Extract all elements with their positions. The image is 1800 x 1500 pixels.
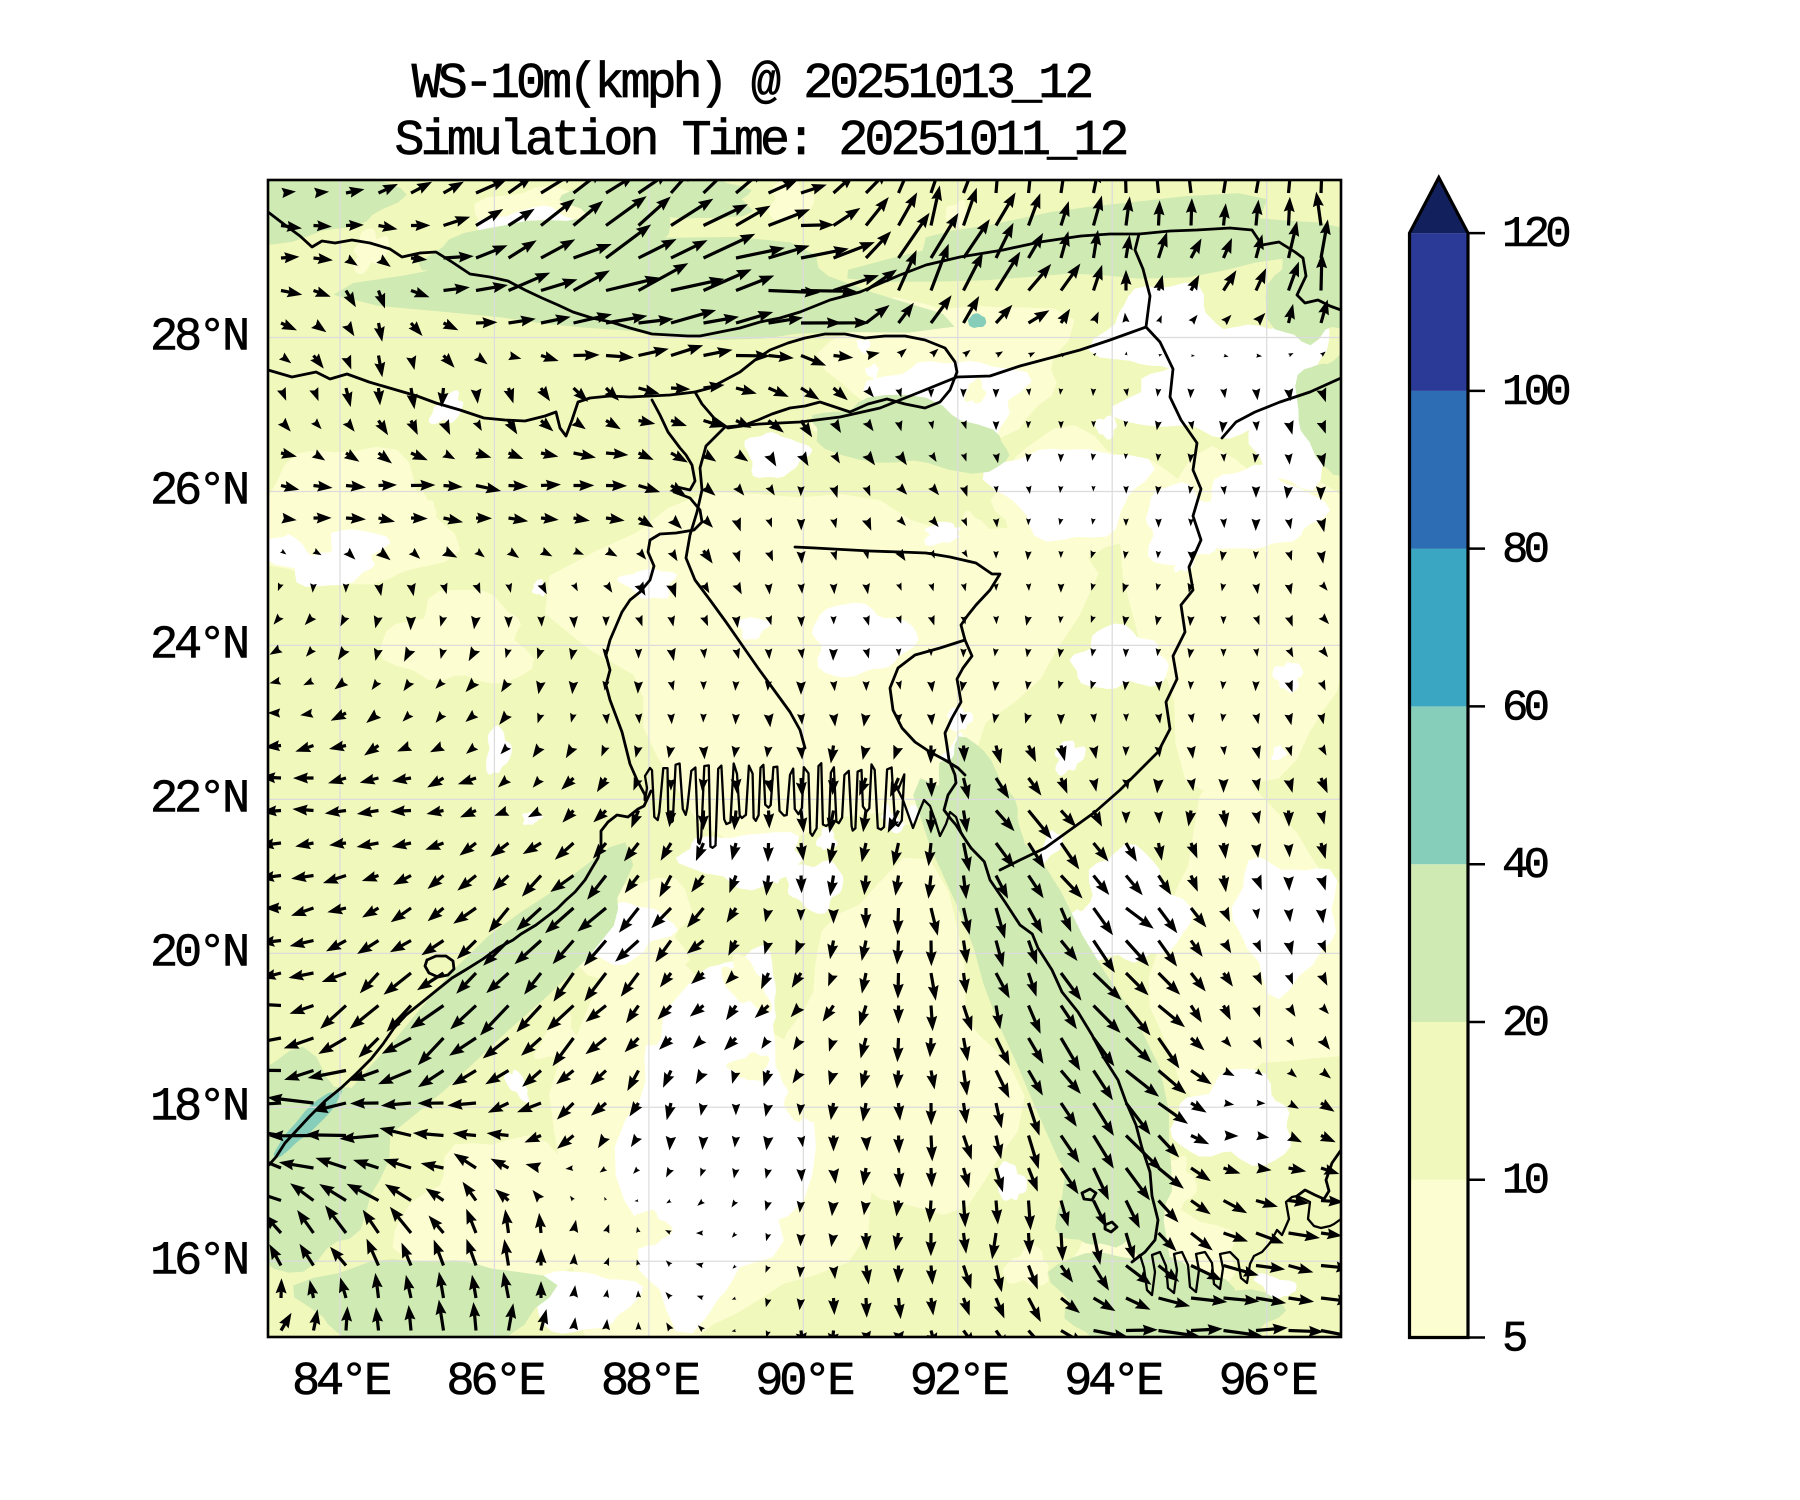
svg-text:80: 80	[1502, 526, 1548, 576]
svg-text:Simulation Time: 20251011_12: Simulation Time: 20251011_12	[395, 113, 1127, 170]
svg-text:84°E: 84°E	[292, 1356, 390, 1409]
svg-text:22°N: 22°N	[150, 773, 247, 826]
svg-text:24°N: 24°N	[150, 619, 247, 672]
svg-text:96°E: 96°E	[1219, 1356, 1317, 1409]
svg-text:WS-10m(kmph) @ 20251013_12: WS-10m(kmph) @ 20251013_12	[412, 56, 1092, 113]
svg-text:26°N: 26°N	[150, 466, 247, 519]
svg-text:10: 10	[1502, 1157, 1548, 1207]
svg-text:100: 100	[1502, 368, 1569, 418]
svg-text:40: 40	[1502, 841, 1548, 891]
svg-text:16°N: 16°N	[150, 1235, 247, 1288]
svg-text:86°E: 86°E	[446, 1356, 544, 1409]
svg-text:60: 60	[1502, 683, 1548, 733]
svg-text:28°N: 28°N	[150, 312, 247, 365]
svg-text:20°N: 20°N	[150, 927, 247, 980]
svg-text:5: 5	[1502, 1315, 1526, 1365]
svg-text:88°E: 88°E	[601, 1356, 699, 1409]
svg-text:18°N: 18°N	[150, 1081, 247, 1134]
svg-text:20: 20	[1502, 999, 1548, 1049]
svg-text:120: 120	[1502, 210, 1569, 260]
svg-text:90°E: 90°E	[755, 1356, 853, 1409]
svg-text:94°E: 94°E	[1064, 1356, 1162, 1409]
svg-text:92°E: 92°E	[910, 1356, 1008, 1409]
